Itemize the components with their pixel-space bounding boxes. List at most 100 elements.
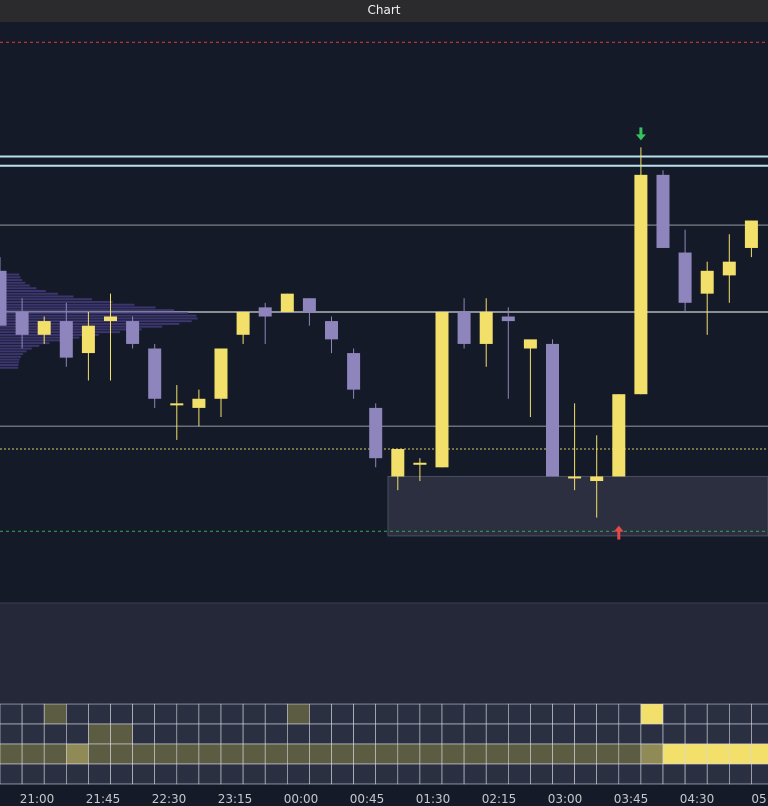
heatmap-cell — [154, 703, 178, 725]
heatmap-cell — [309, 723, 332, 745]
heatmap-cell — [176, 723, 200, 745]
heatmap-cell — [684, 703, 708, 725]
candle — [634, 147, 648, 395]
candle — [523, 339, 537, 418]
time-axis-label: 21:00 — [20, 792, 55, 806]
heatmap-cell — [751, 763, 768, 785]
heatmap-cell — [640, 723, 664, 745]
signals-layer — [613, 127, 646, 540]
candle-body — [546, 343, 559, 477]
profile-bar — [0, 350, 27, 353]
candle — [170, 385, 184, 440]
heatmap-cell — [198, 743, 222, 765]
heatmap-cell — [242, 703, 266, 725]
profile-bar — [0, 295, 74, 298]
profile-bar — [0, 325, 163, 328]
candle — [81, 311, 95, 381]
window-title-bar: Chart — [0, 0, 768, 23]
heatmap-cell — [618, 743, 642, 765]
heatmap-cell — [574, 763, 597, 785]
profile-bar — [0, 300, 113, 303]
heatmap-cell — [463, 763, 487, 785]
candle-body — [656, 174, 670, 248]
heatmap-cell — [264, 723, 288, 745]
profile-bar — [0, 311, 189, 314]
candle-body — [81, 325, 95, 354]
heatmap-cell — [728, 763, 752, 785]
heatmap-cell — [463, 703, 487, 725]
profile-bar — [0, 279, 23, 282]
candle — [126, 316, 140, 349]
profile-bar — [0, 303, 135, 306]
candle-body — [258, 307, 272, 317]
heatmap-cell — [419, 763, 443, 785]
heatmap-cell — [618, 723, 642, 745]
candle-body — [104, 316, 117, 322]
heatmap-cell — [331, 743, 354, 765]
candle — [148, 343, 162, 408]
heatmap-cell — [242, 723, 266, 745]
candles-layer — [0, 147, 758, 518]
heatmap-cell — [286, 743, 310, 765]
heatmap-cell — [0, 723, 23, 745]
price-chart[interactable]: 21:00 21:45 22:30 23:15 00:00 00:45 01:30 02:15… — [0, 22, 768, 806]
heatmap-cell — [596, 763, 620, 785]
candle-body — [634, 174, 648, 395]
candle-body — [302, 298, 316, 312]
heatmap-cell — [552, 743, 575, 765]
profile-bar — [0, 273, 20, 276]
candle-body — [479, 311, 493, 344]
heatmap-cell — [728, 723, 752, 745]
heatmap-cell — [463, 743, 487, 765]
heatmap-cell — [618, 763, 642, 785]
heatmap-cell — [552, 763, 575, 785]
heatmap-cell — [0, 703, 23, 725]
heatmap-cell — [397, 703, 421, 725]
candle-body — [280, 293, 294, 312]
profile-bar — [0, 322, 180, 325]
heatmap-cell — [552, 703, 575, 725]
heatmap-cell — [88, 763, 111, 785]
heatmap-cell — [507, 763, 531, 785]
heatmap-cell — [198, 763, 222, 785]
heatmap-cell — [375, 723, 399, 745]
profile-bar — [0, 314, 197, 317]
heatmap-cell — [397, 763, 421, 785]
heatmap-cell — [684, 723, 708, 745]
heatmap-cell — [485, 703, 509, 725]
heatmap-cell — [220, 763, 244, 785]
price-zone — [387, 475, 768, 537]
heatmap-cell — [88, 703, 111, 725]
candle — [546, 339, 559, 477]
candle — [59, 302, 73, 367]
heatmap-cell — [751, 723, 768, 745]
heatmap-cell — [21, 743, 45, 765]
time-axis-label: 00:45 — [350, 792, 385, 806]
heatmap-cell — [43, 743, 67, 765]
heatmap-cell — [574, 743, 597, 765]
profile-bar — [0, 361, 19, 364]
profile-bar — [0, 317, 198, 320]
candle-body — [435, 311, 449, 468]
heatmap-cell — [530, 723, 553, 745]
heatmap-cell — [66, 743, 89, 765]
heatmap-cell — [264, 703, 288, 725]
heatmap-cell — [574, 723, 597, 745]
heatmap-cell — [728, 743, 752, 765]
window-title: Chart — [367, 3, 401, 17]
candle-body — [347, 353, 361, 390]
profile-bar — [0, 366, 19, 369]
candle — [722, 234, 736, 303]
heatmap-cell — [132, 723, 156, 745]
candle-body — [744, 220, 758, 248]
heatmap-cell — [751, 743, 768, 765]
heatmap-cell — [640, 763, 664, 785]
candle — [678, 229, 692, 312]
heatmap-cell — [43, 703, 67, 725]
heatmap-cell — [21, 763, 45, 785]
time-axis-label: 23:15 — [218, 792, 253, 806]
heatmap-cell — [66, 703, 89, 725]
heatmap-cell — [132, 763, 156, 785]
candle-body — [722, 261, 736, 276]
candle-body — [612, 394, 626, 477]
